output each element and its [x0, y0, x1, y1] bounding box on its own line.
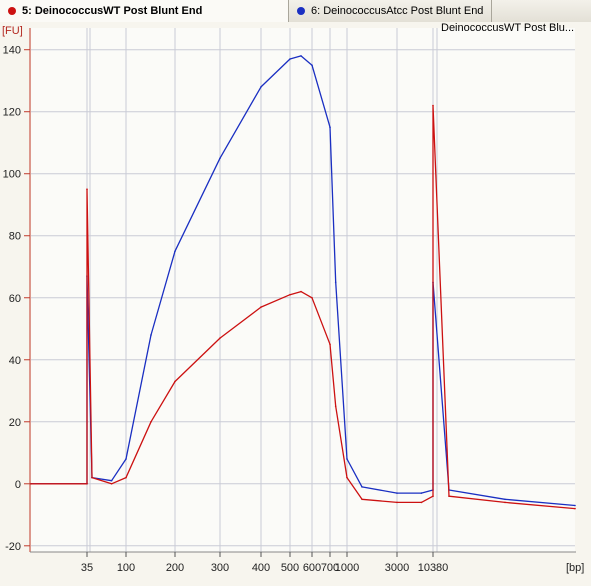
y-tick-labels: -20 0 20 40 60 80 100 120 140: [3, 45, 30, 553]
x-axis-unit: [bp]: [566, 562, 584, 574]
data-point: [110, 482, 113, 485]
x-tick-label: 300: [211, 562, 229, 574]
data-point: [346, 458, 348, 460]
data-point: [396, 501, 398, 504]
x-tick-label: 700: [321, 562, 339, 574]
data-point: [432, 495, 434, 497]
data-point: [174, 380, 176, 383]
data-point: [219, 157, 221, 160]
data-point: [174, 250, 176, 253]
data-point: [329, 343, 331, 346]
data-point: [420, 492, 423, 494]
data-point: [334, 405, 337, 408]
data-point: [260, 86, 262, 88]
tab-sample-6[interactable]: 6: DeinococcusAtcc Post Blunt End: [289, 0, 493, 22]
y-tick-label: -20: [5, 541, 21, 553]
red-dot-icon: [8, 7, 16, 15]
series-line-deinococcus-wt: [31, 104, 576, 510]
plot-area: [31, 28, 575, 552]
blue-dot-icon: [297, 7, 305, 15]
series-layer: [30, 55, 576, 510]
data-point: [311, 64, 313, 67]
data-point: [86, 482, 88, 485]
data-point: [300, 55, 302, 57]
y-tick-label: 40: [9, 355, 21, 367]
data-point: [346, 476, 348, 479]
y-tick-label: 0: [15, 479, 21, 491]
x-tick-label: 35: [81, 562, 93, 574]
data-point: [110, 479, 113, 482]
y-tick-label: 100: [3, 169, 21, 181]
data-point: [150, 334, 152, 336]
sample-tabs: 5: DeinococcusWT Post Blunt End 6: Deino…: [0, 0, 591, 23]
data-point: [150, 420, 152, 423]
data-point: [396, 492, 398, 494]
data-point: [260, 306, 262, 308]
x-tick-label: 100: [117, 562, 135, 574]
x-tick-label: 600: [303, 562, 321, 574]
legend-text: DeinococcusWT Post Blu...: [441, 22, 574, 34]
data-point: [86, 188, 88, 191]
data-point: [289, 293, 291, 296]
x-tick-label: 200: [166, 562, 184, 574]
data-point: [30, 482, 32, 485]
y-tick-label: 140: [3, 45, 21, 57]
x-tick-label: 500: [281, 562, 299, 574]
x-tick-label: 3000: [385, 562, 409, 574]
tab-sample-5[interactable]: 5: DeinococcusWT Post Blunt End: [0, 0, 289, 22]
data-point: [574, 504, 576, 507]
data-point: [91, 476, 93, 479]
y-axis-unit: [FU]: [2, 25, 23, 37]
data-point: [504, 501, 506, 504]
electropherogram-chart: -20 0 20 40 60 80 100 120 140 35 100 200 300 400 500 6…: [0, 22, 591, 586]
data-point: [300, 290, 302, 293]
data-point: [334, 281, 337, 284]
data-point: [448, 495, 450, 497]
data-point: [219, 337, 221, 339]
data-point: [361, 498, 363, 501]
y-tick-label: 80: [9, 231, 21, 243]
data-point: [125, 458, 127, 460]
data-point: [504, 498, 506, 501]
y-tick-label: 20: [9, 417, 21, 429]
data-point: [329, 126, 331, 129]
x-tick-label: 1000: [335, 562, 359, 574]
data-point: [361, 486, 363, 488]
x-tick-label: 400: [252, 562, 270, 574]
x-tick-label: 10380: [418, 562, 449, 574]
data-point: [574, 507, 576, 510]
y-tick-label: 120: [3, 107, 21, 119]
data-point: [125, 476, 127, 479]
tab-label: 5: DeinococcusWT Post Blunt End: [22, 5, 203, 17]
data-point: [311, 296, 313, 299]
data-point: [289, 58, 291, 60]
tab-label: 6: DeinococcusAtcc Post Blunt End: [311, 5, 484, 17]
y-tick-label: 60: [9, 293, 21, 305]
data-point: [420, 501, 423, 504]
data-point: [432, 104, 434, 107]
